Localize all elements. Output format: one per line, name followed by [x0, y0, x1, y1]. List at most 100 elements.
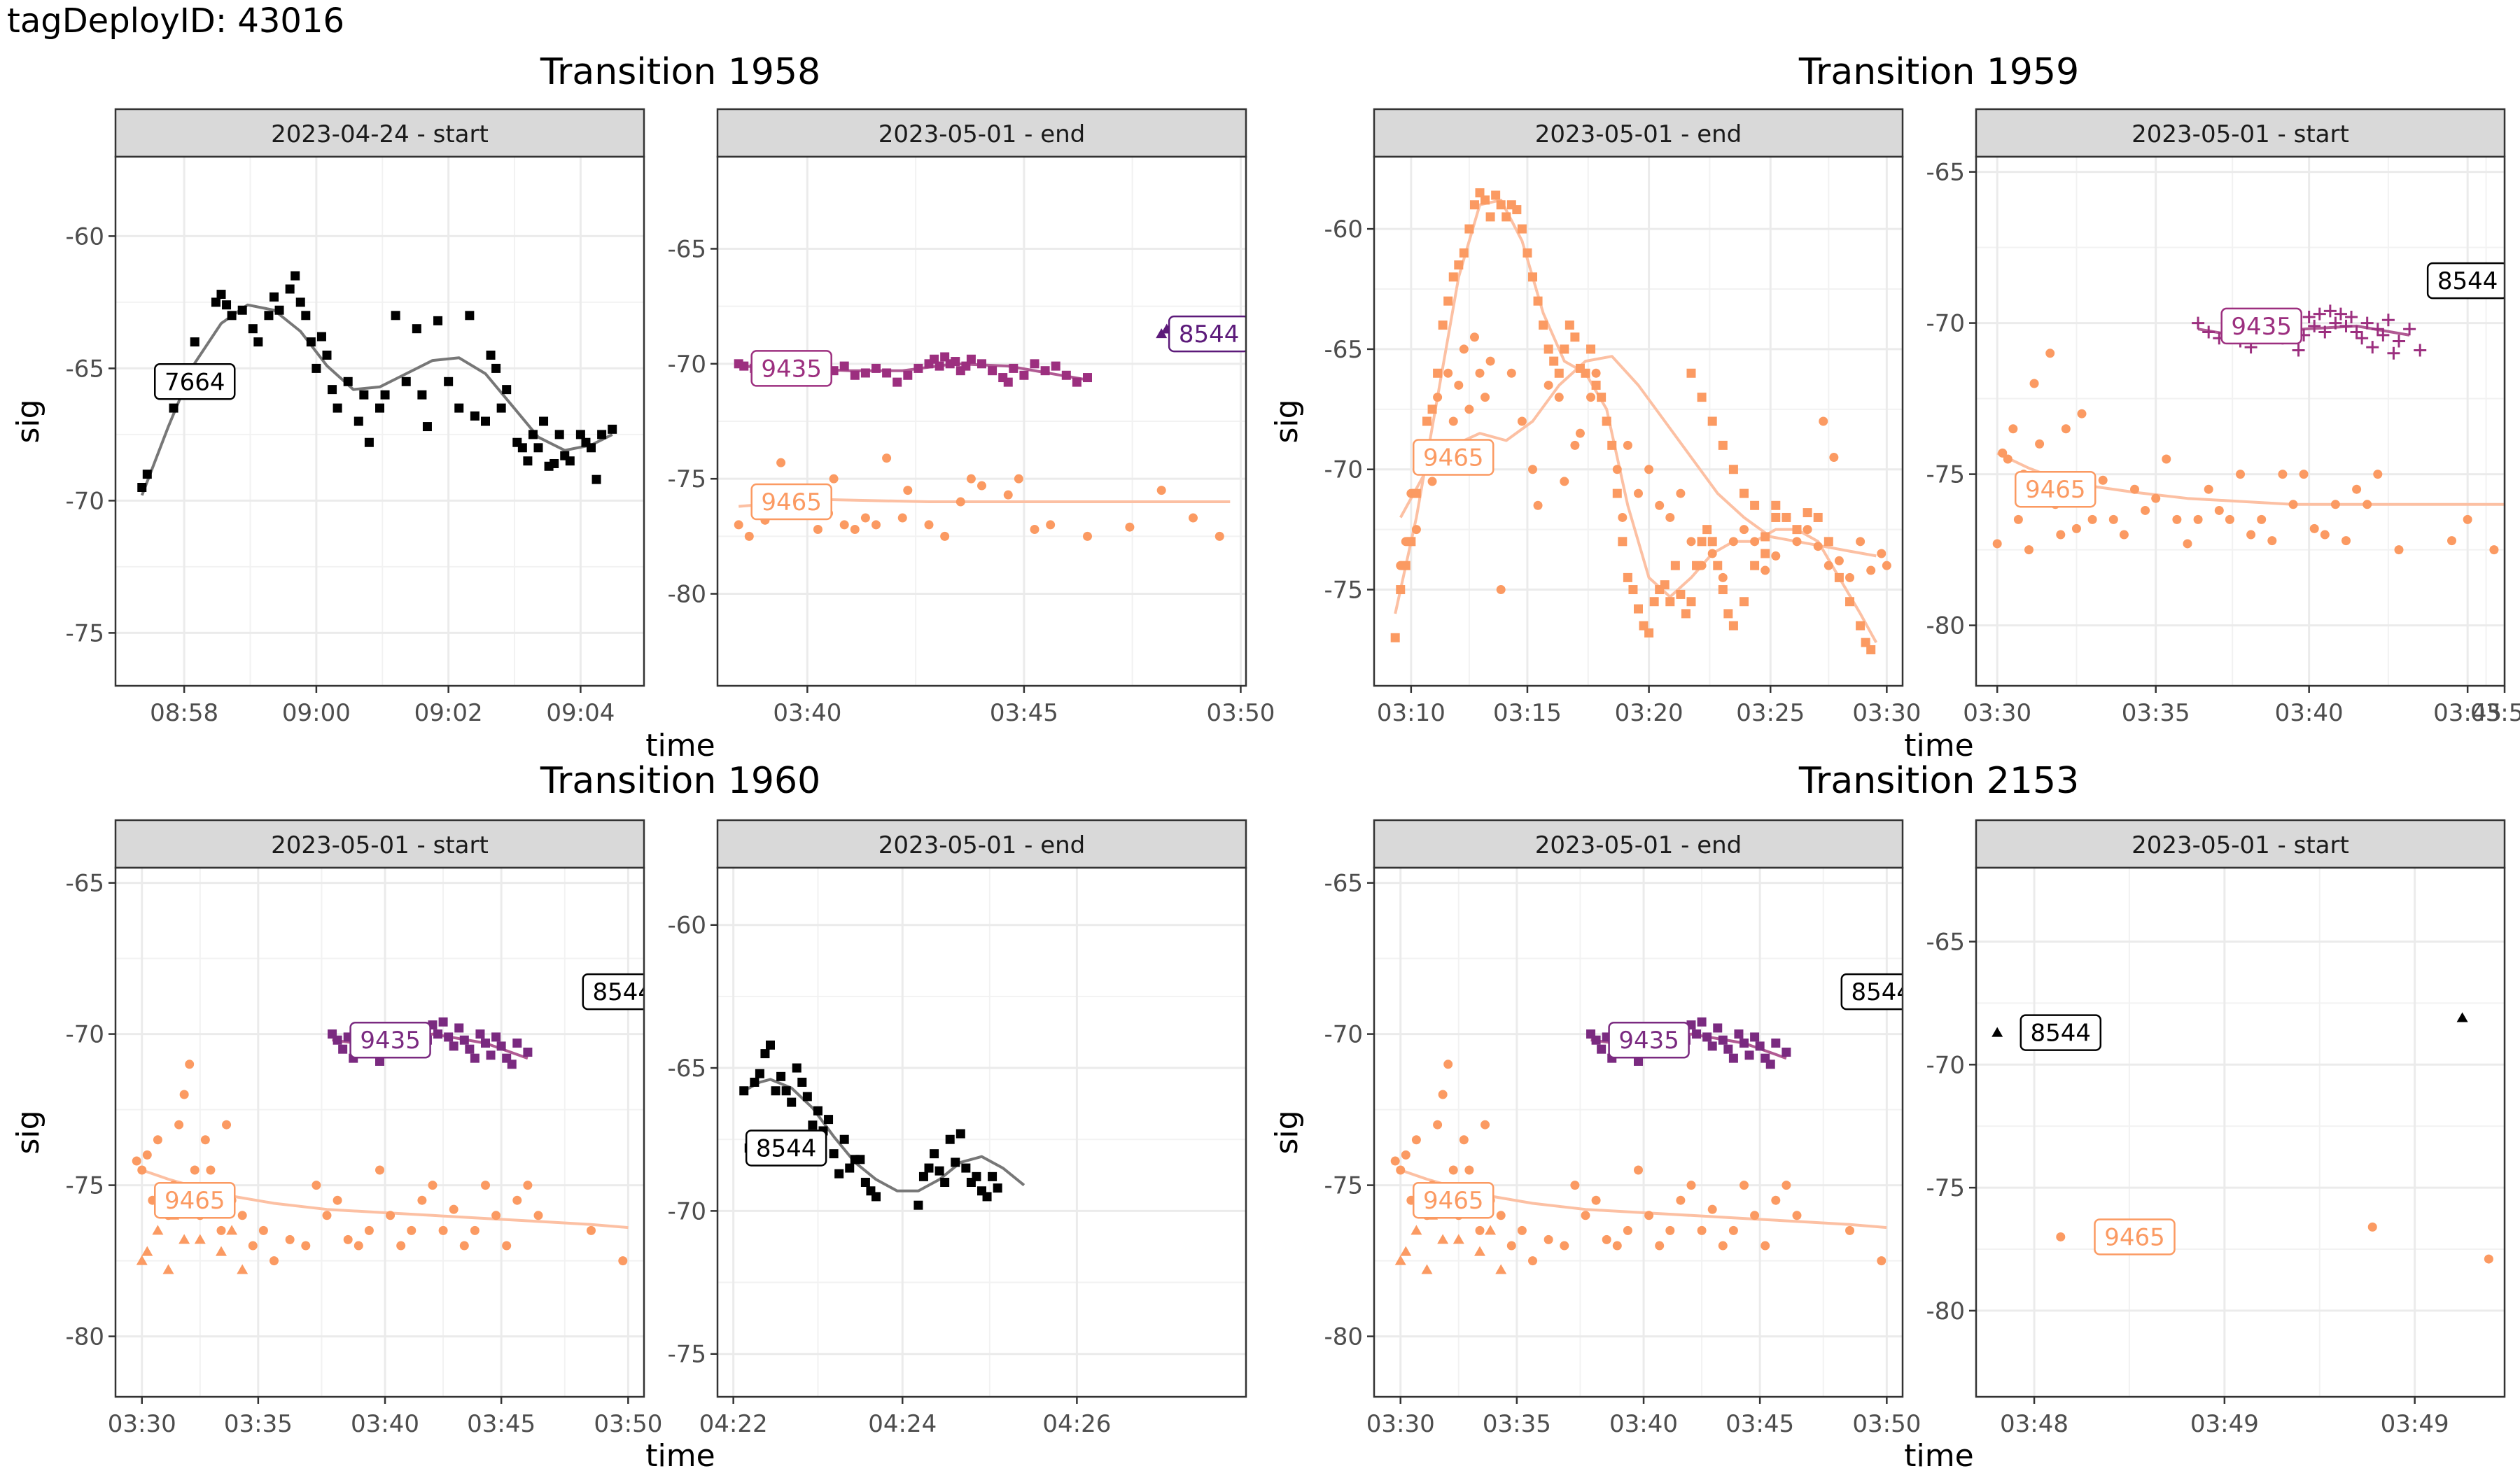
data-point-circle — [396, 1241, 406, 1251]
data-point-circle — [2362, 500, 2372, 509]
data-point-square — [1618, 537, 1628, 547]
data-point-plus — [2350, 325, 2363, 339]
data-point-circle — [407, 1225, 416, 1235]
data-point-square — [1539, 321, 1548, 330]
panel-border — [716, 155, 1247, 687]
panel: 2023-05-01 - start -65 -70 -75 -80 03:30 03:35… — [1926, 108, 2520, 727]
series-label-box — [1608, 1021, 1690, 1059]
plot-area: 9435 9465 8544 — [1992, 262, 2505, 555]
data-point-circle — [1877, 549, 1886, 558]
x-tick-label: 03:50 — [594, 1410, 662, 1438]
data-point-circle — [2352, 484, 2362, 494]
data-point-circle — [1802, 525, 1812, 535]
data-point-square — [882, 368, 892, 378]
data-point-square — [951, 1157, 960, 1167]
series-label: 9465 — [1413, 439, 1494, 476]
data-point-square — [1728, 1053, 1738, 1063]
data-point-circle — [2309, 523, 2319, 533]
strip-background — [1373, 819, 1904, 869]
data-point-circle — [955, 497, 965, 507]
data-point-square — [322, 351, 332, 360]
data-point-square — [1660, 580, 1670, 590]
series-label-box — [1413, 1181, 1494, 1219]
data-point-square — [1771, 512, 1781, 522]
data-point-square — [1760, 532, 1770, 542]
data-point-square — [1586, 344, 1596, 354]
data-point-circle — [2463, 514, 2472, 524]
data-point-square — [401, 376, 411, 386]
data-point-circle — [375, 1165, 384, 1175]
strip-label: 2023-05-01 - end — [878, 831, 1086, 859]
data-point-plus — [2192, 316, 2205, 330]
data-point-circle — [1686, 537, 1696, 547]
data-point-square — [459, 1035, 469, 1045]
data-point-triangle — [141, 1246, 153, 1256]
plot-area: 9465 — [1390, 188, 1891, 654]
data-point-square — [1702, 525, 1712, 535]
series-label-box — [2426, 262, 2505, 300]
data-point-square — [760, 1049, 770, 1059]
data-point-square — [433, 316, 443, 325]
data-point-square — [1003, 377, 1013, 387]
data-point-square — [766, 1040, 775, 1050]
group-title: Transition 2153 — [1798, 760, 2079, 802]
data-point-square — [739, 1086, 749, 1096]
data-point-square — [465, 311, 475, 321]
data-point-square — [1823, 537, 1833, 547]
data-point-square — [1707, 416, 1717, 426]
panel-border — [114, 155, 645, 687]
data-point-circle — [301, 1241, 311, 1251]
group-title: Transition 1959 — [1798, 51, 2079, 93]
strip-label: 2023-05-01 - start — [2132, 831, 2349, 859]
data-point-circle — [1644, 465, 1654, 474]
data-point-square — [1697, 537, 1707, 547]
y-tick-label: -75 — [1926, 461, 1965, 489]
data-point-circle — [940, 531, 950, 541]
x-tick-label: 03:45 — [467, 1410, 536, 1438]
data-point-plus — [2302, 310, 2316, 323]
data-point-square — [808, 1120, 818, 1130]
data-point-circle — [2013, 514, 2023, 524]
panel-border — [1373, 155, 1904, 687]
data-point-plus — [2202, 325, 2216, 339]
data-point-circle — [1676, 488, 1686, 498]
data-point-circle — [1469, 332, 1479, 342]
data-point-square — [1740, 488, 1749, 498]
data-point-square — [412, 324, 421, 334]
y-tick-label: -60 — [65, 223, 104, 251]
x-tick-label: 03:45 — [2433, 699, 2502, 727]
x-tick-label: 03:40 — [2275, 699, 2344, 727]
data-point-circle — [1992, 539, 2002, 549]
x-tick-label: 03:48 — [2000, 1410, 2068, 1438]
data-point-circle — [1475, 1225, 1485, 1235]
data-point-circle — [2003, 454, 2012, 464]
data-point-square — [523, 456, 533, 466]
panel: 2023-05-01 - end -65 -70 -75 -80 03:30 03:35 03… — [1324, 819, 1921, 1438]
data-point-circle — [2278, 470, 2288, 479]
data-point-square — [839, 1134, 849, 1144]
data-point-square — [1623, 572, 1632, 582]
data-point-circle — [438, 1225, 448, 1235]
y-tick-label: -75 — [1324, 577, 1363, 605]
data-point-circle — [2029, 379, 2039, 388]
data-point-circle — [1544, 1234, 1553, 1244]
data-point-square — [1083, 373, 1092, 383]
data-point-square — [496, 403, 506, 413]
series-label: 9465 — [154, 1181, 236, 1219]
data-point-square — [1469, 200, 1479, 210]
y-tick-label: -80 — [667, 581, 706, 609]
series-label: 7664 — [154, 363, 236, 400]
data-point-circle — [1829, 453, 1839, 463]
data-point-circle — [1676, 1195, 1686, 1205]
data-point-square — [1464, 224, 1474, 234]
data-point-square — [972, 1171, 981, 1181]
data-point-circle — [1046, 520, 1056, 530]
strip-background — [114, 819, 645, 869]
data-point-circle — [2204, 484, 2213, 494]
data-point-circle — [1591, 368, 1601, 378]
data-point-plus — [2308, 319, 2321, 332]
data-point-circle — [924, 520, 934, 530]
series-label-box — [2019, 1014, 2102, 1051]
series-label-text: 9465 — [1423, 1187, 1484, 1215]
data-point-circle — [734, 520, 743, 530]
